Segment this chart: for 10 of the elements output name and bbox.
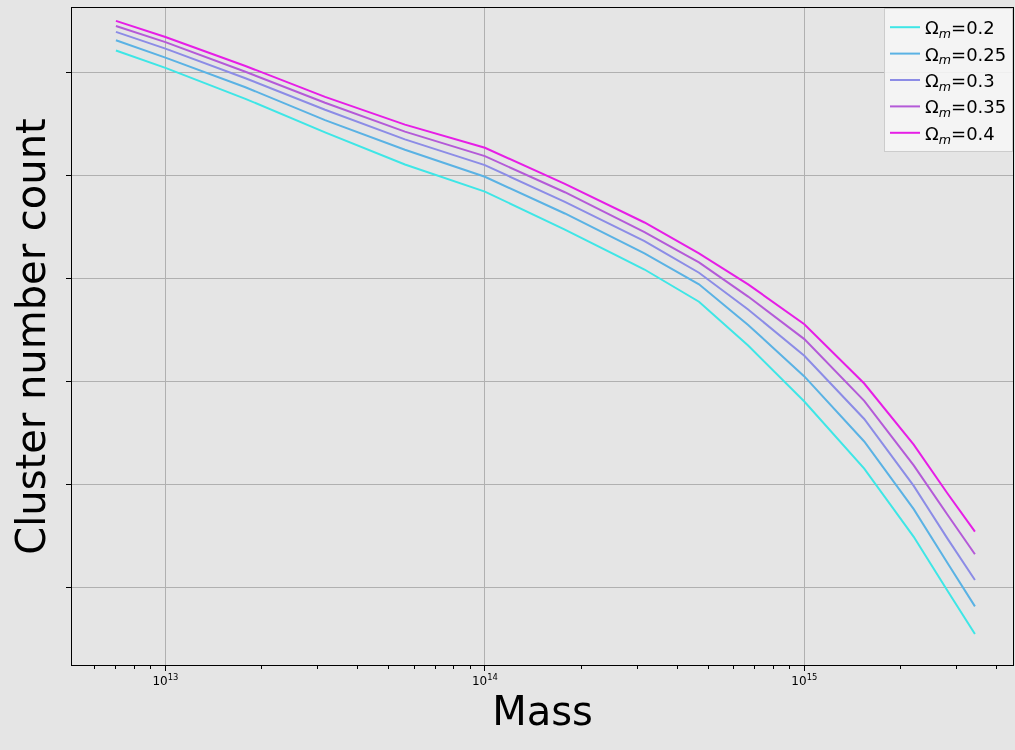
y-axis-title: Cluster number count xyxy=(7,118,54,555)
x-tick-label: 10$^{14}$ xyxy=(471,672,498,689)
legend-label: Ω$_{m}$=0.3 xyxy=(925,70,995,94)
legend-label: Ω$_{m}$=0.25 xyxy=(925,43,1007,68)
legend-label: Ω$_{m}$=0.4 xyxy=(925,122,995,147)
x-tick-label: 10$^{13}$ xyxy=(152,672,179,689)
legend-label: Ω$_{m}$=0.2 xyxy=(925,17,995,41)
x-axis-title: Mass xyxy=(492,688,593,735)
x-tick-label: 10$^{15}$ xyxy=(791,672,818,689)
legend-label: Ω$_{m}$=0.35 xyxy=(925,96,1007,121)
